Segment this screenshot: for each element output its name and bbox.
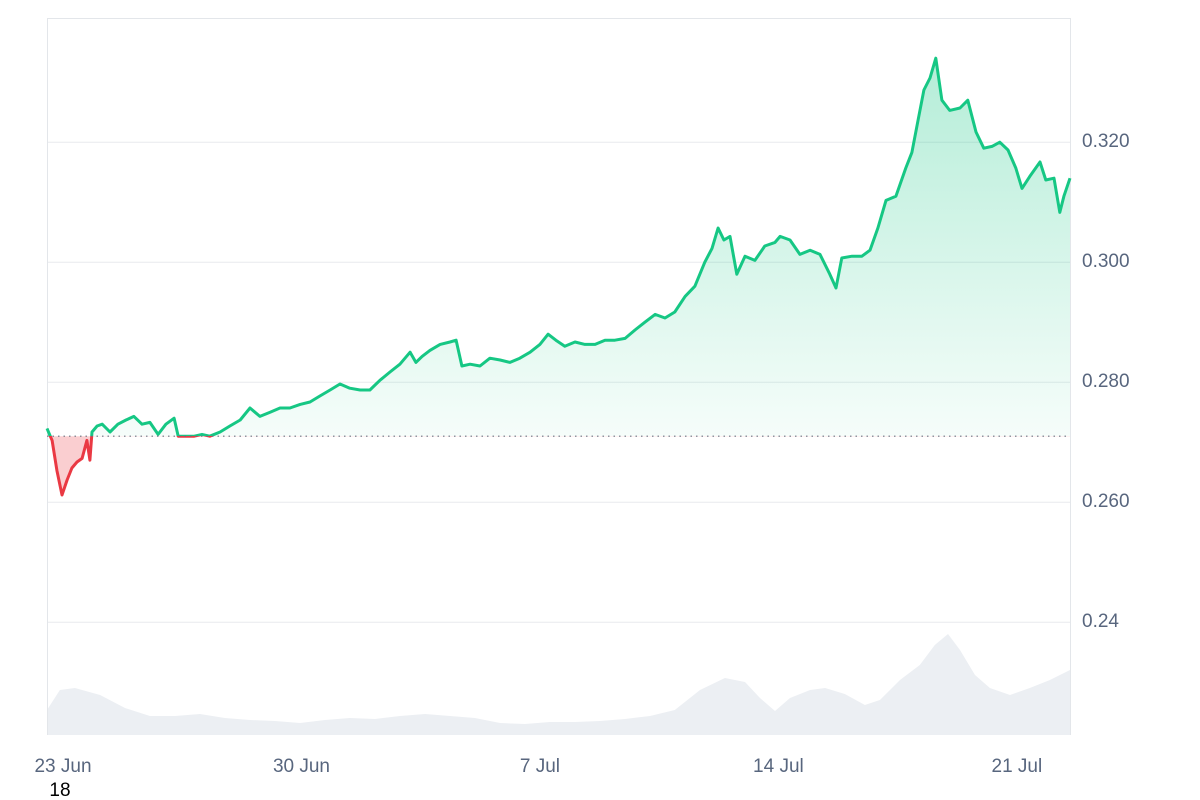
y-tick-label: 0.24 bbox=[1082, 611, 1119, 632]
price-layer bbox=[45, 56, 1072, 497]
x-tick-label: 7 Jul bbox=[520, 756, 560, 777]
price-area bbox=[47, 58, 1070, 495]
x-tick-label: 30 Jun bbox=[273, 756, 330, 777]
y-tick-label: 0.260 bbox=[1082, 491, 1130, 512]
price-line bbox=[45, 56, 1072, 497]
x-tick-label: 23 Jun bbox=[34, 756, 91, 777]
plot-frame bbox=[47, 18, 1071, 735]
y-tick-label: 0.300 bbox=[1082, 251, 1130, 272]
y-tick-label: 0.280 bbox=[1082, 371, 1130, 392]
volume-area bbox=[47, 634, 1070, 735]
volume-layer bbox=[47, 634, 1070, 735]
x-tick-label: 21 Jul bbox=[992, 756, 1043, 777]
y-tick-label: 0.320 bbox=[1082, 131, 1130, 152]
x-tick-label: 14 Jul bbox=[753, 756, 804, 777]
annotation: 18 bbox=[49, 780, 70, 800]
label-layer: 0.24 0.260 0.280 0.300 0.320 23 Jun 30 Jun 7 Ju… bbox=[34, 131, 1129, 777]
